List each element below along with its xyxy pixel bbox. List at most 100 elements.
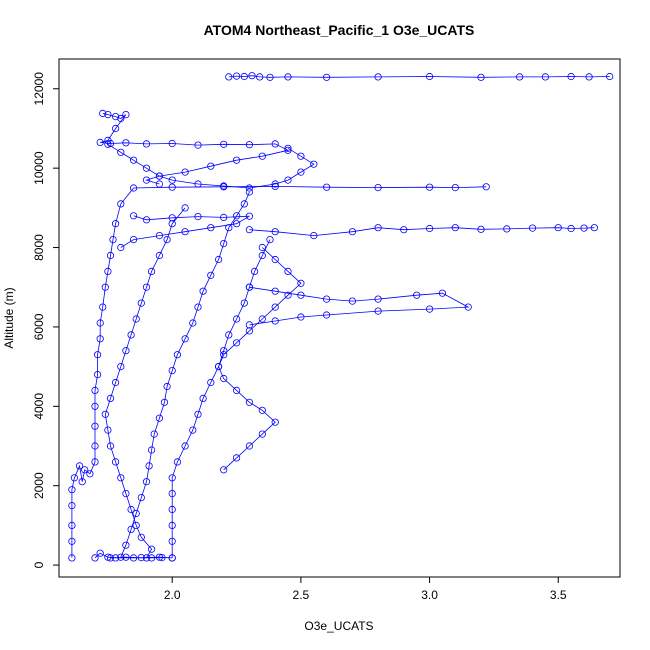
x-tick-label: 2.0 xyxy=(164,588,181,602)
data-point xyxy=(348,297,356,305)
data-point xyxy=(78,478,86,486)
series-line xyxy=(120,191,250,558)
data-point xyxy=(258,251,266,260)
data-point xyxy=(155,172,163,180)
data-point xyxy=(515,73,524,81)
data-point xyxy=(132,521,140,530)
data-point xyxy=(155,414,163,422)
data-point xyxy=(503,225,511,233)
data-point xyxy=(225,224,233,232)
data-point xyxy=(96,549,104,557)
data-point xyxy=(438,289,446,297)
data-point xyxy=(271,303,279,311)
data-point xyxy=(189,319,197,327)
data-point xyxy=(86,470,94,478)
data-point xyxy=(81,466,89,474)
data-point xyxy=(207,378,215,387)
data-point xyxy=(150,430,158,438)
data-point xyxy=(258,152,266,160)
data-point xyxy=(148,267,156,275)
data-point xyxy=(130,554,138,562)
data-point xyxy=(130,184,138,192)
data-point xyxy=(117,200,125,208)
data-point xyxy=(477,225,485,233)
y-tick-label: 4000 xyxy=(32,393,46,420)
data-point xyxy=(117,243,125,252)
data-point xyxy=(168,183,176,191)
data-point xyxy=(233,339,241,347)
data-point xyxy=(528,224,537,232)
chart-title: ATOM4 Northeast_Pacific_1 O3e_UCATS xyxy=(204,22,475,38)
data-point xyxy=(374,184,382,192)
data-point xyxy=(266,236,274,244)
data-point xyxy=(251,267,259,275)
y-tick-label: 0 xyxy=(32,561,46,568)
data-point xyxy=(132,315,140,323)
data-point xyxy=(225,73,233,81)
data-point xyxy=(181,442,189,450)
data-point xyxy=(158,553,166,562)
data-point xyxy=(96,319,104,327)
data-point xyxy=(173,458,181,466)
data-point xyxy=(297,168,305,176)
data-point xyxy=(554,224,562,232)
data-point xyxy=(94,370,102,379)
data-point xyxy=(168,521,176,530)
y-tick-label: 12000 xyxy=(32,72,46,106)
data-point xyxy=(271,182,279,190)
data-point xyxy=(109,236,117,244)
data-point xyxy=(310,160,318,168)
data-point xyxy=(117,148,125,156)
data-point xyxy=(425,183,434,191)
data-point xyxy=(606,72,614,81)
data-point xyxy=(271,228,279,236)
data-point xyxy=(168,474,176,482)
data-point xyxy=(284,176,292,184)
data-point xyxy=(245,283,253,291)
data-point xyxy=(322,73,331,81)
series-line xyxy=(107,143,315,189)
data-point xyxy=(181,204,189,212)
data-point xyxy=(106,251,115,260)
data-point xyxy=(310,232,318,240)
data-point xyxy=(413,291,421,299)
data-point xyxy=(168,554,176,562)
data-point xyxy=(112,113,120,121)
data-point xyxy=(112,124,120,133)
data-point xyxy=(258,406,266,414)
data-point xyxy=(101,283,109,291)
data-point xyxy=(215,362,223,371)
data-point xyxy=(91,458,99,466)
data-point xyxy=(248,72,256,80)
data-point xyxy=(127,331,135,339)
data-point xyxy=(194,410,202,418)
data-point xyxy=(68,537,76,545)
data-point xyxy=(271,418,279,426)
data-point xyxy=(256,73,264,81)
data-point xyxy=(189,426,197,434)
data-point xyxy=(68,501,76,510)
data-point xyxy=(130,212,138,220)
data-point xyxy=(181,228,189,236)
y-axis: 0 2000 4000 6000 8000 10000 12000 xyxy=(32,72,60,568)
data-point xyxy=(168,489,176,498)
data-point xyxy=(91,386,99,394)
data-point xyxy=(425,305,434,313)
data-point xyxy=(127,505,135,514)
series-line xyxy=(100,113,290,185)
data-point xyxy=(220,351,228,359)
series-line xyxy=(249,227,595,237)
data-point xyxy=(155,232,163,240)
y-tick-label: 8000 xyxy=(32,234,46,261)
series-line xyxy=(249,286,470,326)
data-point xyxy=(148,446,156,454)
data-point xyxy=(233,315,241,323)
x-tick-label: 3.5 xyxy=(550,588,567,602)
data-point xyxy=(142,216,151,224)
data-point xyxy=(240,72,248,81)
data-point xyxy=(374,224,382,232)
data-point xyxy=(76,462,84,470)
y-tick-label: 2000 xyxy=(32,472,46,499)
y-tick-label: 10000 xyxy=(32,151,46,185)
